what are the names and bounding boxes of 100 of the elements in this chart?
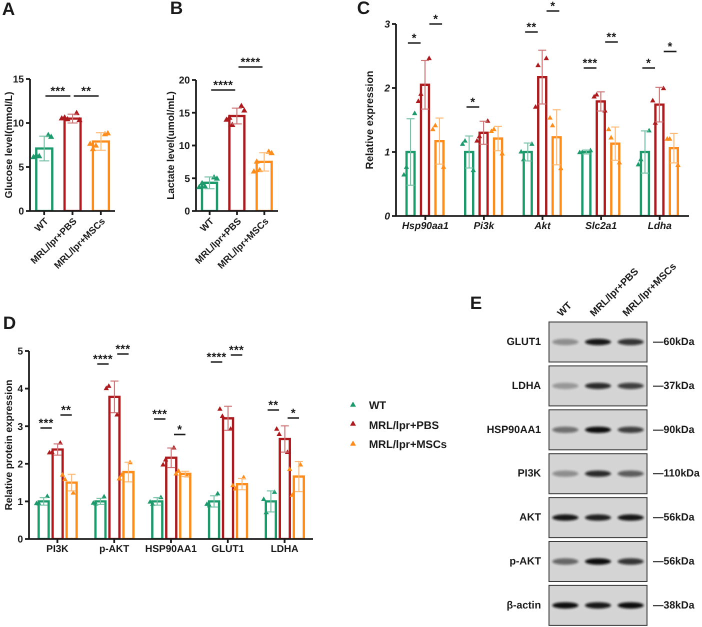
y-axis-title: Relative expression bbox=[364, 70, 376, 170]
bar bbox=[51, 448, 64, 539]
y-axis-title: Lactate level(umol/mL) bbox=[166, 91, 176, 200]
annotation: **** bbox=[206, 350, 227, 364]
legend-label: WT bbox=[369, 400, 386, 412]
annotation: *** bbox=[115, 342, 130, 356]
annotation: ** bbox=[81, 84, 92, 98]
x-tick-label: PI3K bbox=[46, 544, 70, 556]
y-tick-label: 1 bbox=[17, 496, 24, 508]
category-label: —90kDa bbox=[653, 424, 694, 436]
y-tick-label: 2 bbox=[17, 459, 24, 470]
y-tick-label: 10 bbox=[178, 141, 190, 152]
annotation: ** bbox=[61, 403, 72, 417]
y-tick-label: 4 bbox=[17, 384, 24, 396]
annotation: *** bbox=[229, 343, 244, 357]
category-label: WT bbox=[556, 300, 574, 320]
bar bbox=[222, 417, 234, 539]
x-tick-label: HSP90AA1 bbox=[145, 544, 198, 556]
annotation: **** bbox=[93, 352, 113, 366]
bar bbox=[420, 84, 430, 216]
y-tick-label: 20 bbox=[178, 76, 190, 87]
y-axis-title: Glucose level(mmol/L) bbox=[4, 92, 14, 198]
category-label: —56kDa bbox=[653, 512, 694, 524]
x-tick-label: Slc2a1 bbox=[585, 221, 618, 232]
y-tick-label: 0 bbox=[184, 206, 190, 218]
annotation: **** bbox=[213, 78, 234, 92]
bar bbox=[610, 142, 620, 216]
y-tick-label: 0 bbox=[18, 206, 24, 218]
bar bbox=[292, 475, 305, 539]
bar bbox=[640, 150, 650, 216]
bar bbox=[581, 150, 592, 216]
bar bbox=[596, 100, 606, 216]
category-label: —37kDa bbox=[653, 380, 694, 392]
category-label: —110kDa bbox=[653, 468, 700, 480]
text: **** bbox=[240, 55, 260, 69]
annotation: *** bbox=[152, 407, 168, 421]
x-tick-label: Ldha bbox=[648, 221, 672, 232]
bar bbox=[522, 150, 533, 216]
legend-label: MRL/lpr+MSCs bbox=[369, 439, 447, 451]
annotation: * bbox=[668, 40, 673, 54]
annotation: * bbox=[412, 31, 417, 45]
y-tick-label: 0 bbox=[17, 534, 24, 546]
bar bbox=[208, 500, 220, 539]
chart-title: B bbox=[170, 0, 183, 18]
x-tick-label: Akt bbox=[533, 221, 552, 232]
category-label: —56kDa bbox=[653, 556, 694, 568]
text: * bbox=[550, 0, 556, 13]
x-tick-label: LDHA bbox=[270, 544, 298, 556]
chart-title: C bbox=[357, 0, 370, 18]
category-label: HSP90AA1 bbox=[486, 424, 541, 436]
text: E bbox=[470, 293, 482, 313]
bar bbox=[434, 140, 445, 216]
annotation: * bbox=[177, 422, 182, 436]
bar bbox=[478, 132, 489, 216]
x-tick-label: Pi3k bbox=[474, 221, 495, 232]
bar bbox=[264, 500, 278, 539]
bar bbox=[668, 147, 679, 216]
category-label: LDHA bbox=[512, 380, 541, 392]
y-tick-label: 0 bbox=[384, 212, 390, 223]
bar bbox=[537, 76, 548, 216]
bar bbox=[63, 117, 82, 211]
annotation: * bbox=[646, 56, 652, 70]
x-tick-label: p-AKT bbox=[99, 544, 130, 556]
bar bbox=[38, 500, 50, 539]
annotation: ** bbox=[606, 30, 617, 44]
y-tick-label: 3 bbox=[17, 422, 24, 433]
annotation: *** bbox=[582, 56, 598, 70]
bar bbox=[65, 481, 78, 539]
y-tick-label: 15 bbox=[178, 108, 190, 120]
y-tick-label: 2 bbox=[383, 84, 390, 95]
y-tick-label: 5 bbox=[17, 346, 24, 358]
annotation: * bbox=[470, 95, 476, 109]
chart-title: A bbox=[2, 0, 15, 19]
bar bbox=[108, 396, 121, 539]
y-tick-label: 1 bbox=[384, 148, 390, 159]
y-tick-label: 10 bbox=[12, 118, 24, 130]
bar bbox=[464, 150, 474, 216]
x-tick-label: GLUT1 bbox=[211, 544, 245, 556]
bar bbox=[405, 150, 416, 216]
legend-label: MRL/lpr+PBS bbox=[369, 420, 439, 432]
annotation: ** bbox=[526, 20, 536, 34]
bar bbox=[551, 136, 562, 216]
category-label: p-AKT bbox=[510, 556, 541, 568]
y-tick-label: 15 bbox=[12, 74, 24, 86]
annotation: *** bbox=[50, 84, 66, 98]
category-label: PI3K bbox=[518, 468, 541, 480]
bar bbox=[278, 438, 291, 539]
category-label: β-actin bbox=[506, 599, 541, 612]
category-label: GLUT1 bbox=[506, 336, 541, 348]
y-tick-label: 5 bbox=[184, 174, 190, 185]
category-label: —60kDa bbox=[653, 336, 694, 348]
y-tick-label: 5 bbox=[18, 162, 24, 174]
y-tick-label: 3 bbox=[384, 20, 390, 31]
bar bbox=[94, 500, 107, 539]
annotation: * bbox=[433, 12, 438, 26]
category-label: —38kDa bbox=[653, 599, 694, 612]
annotation: *** bbox=[38, 416, 54, 430]
bar bbox=[492, 137, 504, 216]
annotation: ** bbox=[268, 398, 278, 412]
category-label: AKT bbox=[519, 512, 541, 524]
